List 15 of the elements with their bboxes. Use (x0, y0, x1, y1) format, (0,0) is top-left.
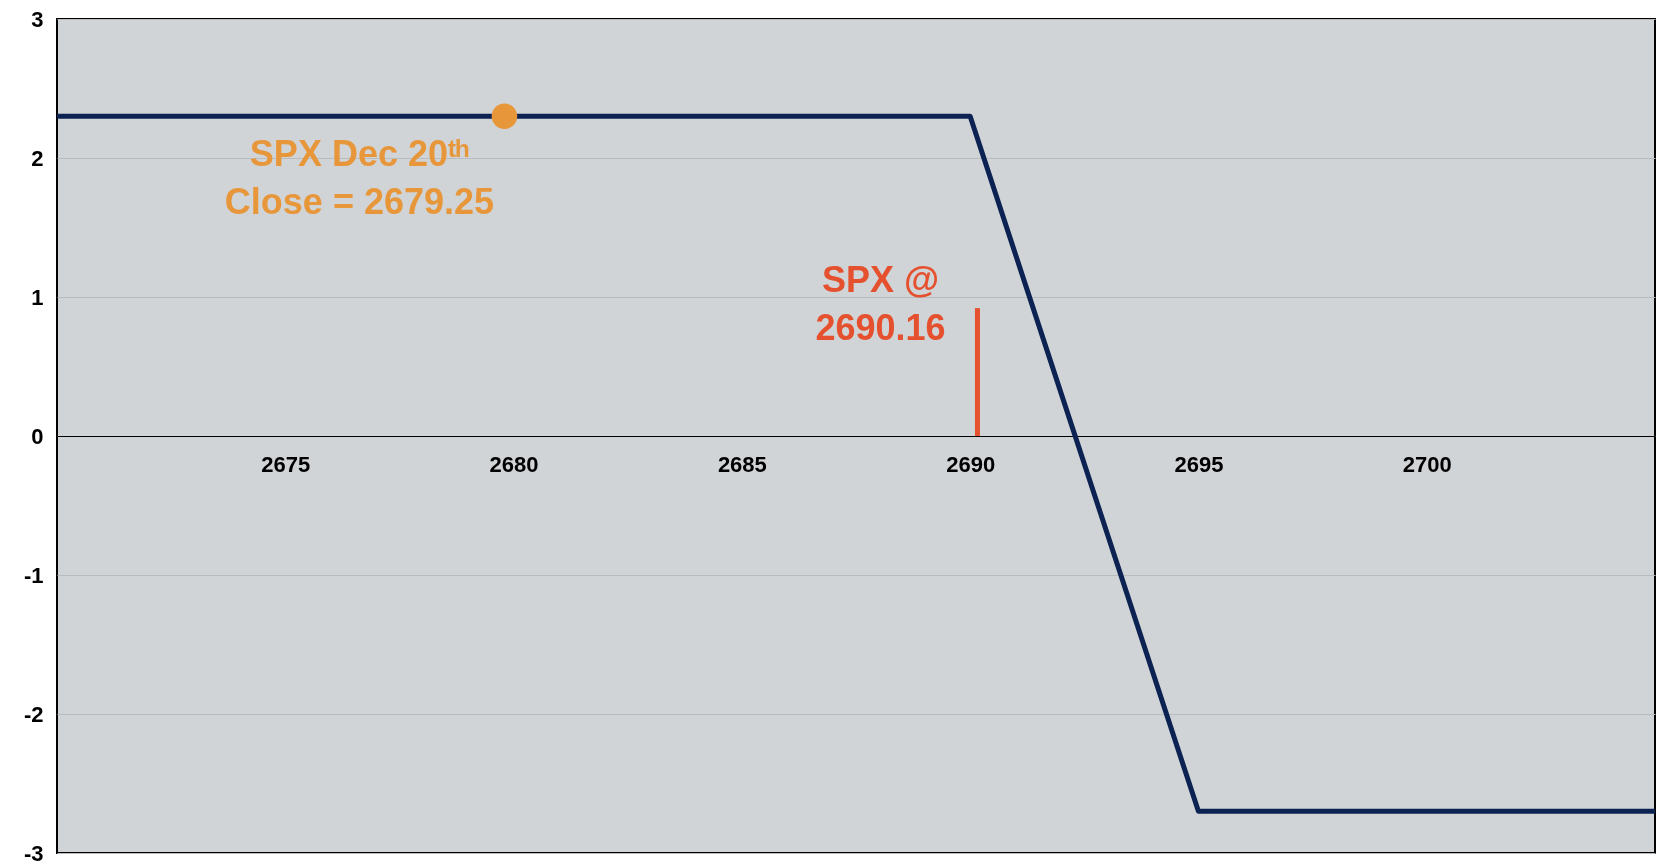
annotation: SPX Dec 20ᵗʰ Close = 2679.25 (224, 133, 495, 223)
x-tick-label: 2680 (489, 451, 539, 477)
x-tick-label: 2675 (261, 451, 311, 477)
y-tick-label: 3 (31, 6, 44, 32)
y-tick-label: -2 (23, 701, 44, 727)
annotation: SPX @ 2690.16 (815, 259, 946, 349)
x-tick-label: 2700 (1402, 451, 1452, 477)
y-tick-label: 0 (31, 423, 44, 449)
x-tick-label: 2685 (717, 451, 767, 477)
y-tick-label: 2 (31, 145, 44, 171)
x-tick-label: 2690 (946, 451, 996, 477)
x-tick-label: 2695 (1174, 451, 1224, 477)
y-tick-label: 1 (31, 284, 44, 310)
y-tick-label: -1 (23, 562, 44, 588)
y-tick-label: -3 (23, 840, 44, 864)
